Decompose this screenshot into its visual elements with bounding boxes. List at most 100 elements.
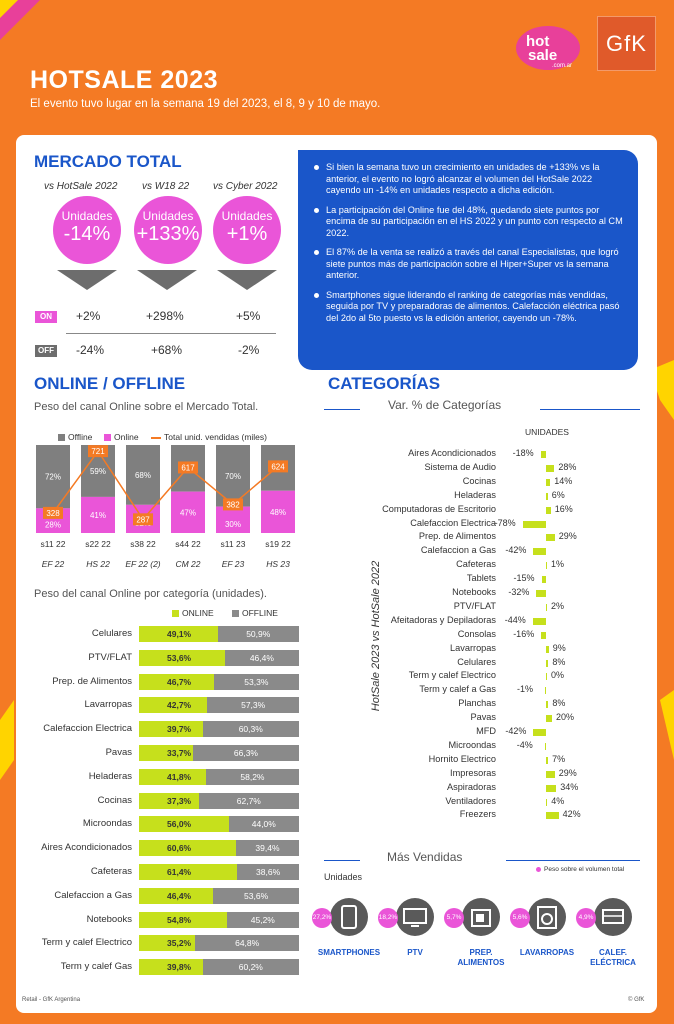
category-name: Sistema de Audio (424, 461, 496, 472)
total-marker (268, 460, 288, 473)
var-bar (540, 451, 546, 458)
legend-swatch-offline (58, 434, 65, 442)
total-label: 617 (181, 463, 195, 472)
var-bar (546, 715, 552, 723)
top-seller-name: PTV (407, 948, 423, 957)
category-row: Term y calef Electrico 35,2% 64,8% (0, 935, 300, 952)
bubble-value: +1% (226, 223, 268, 245)
total-marker (133, 513, 153, 526)
event-tick: CM 22 (175, 559, 200, 569)
legend-swatch-total (151, 436, 161, 439)
var-label: 6% (551, 489, 565, 500)
category-row: Aires Acondicionados 60,6% 39,4% (0, 840, 300, 857)
bar-offline: 44,0% (228, 816, 299, 833)
tv-icon (403, 908, 427, 927)
category-name: Freezers (459, 809, 496, 820)
var-title: Var. % de Categorías (388, 398, 502, 412)
unidades-header: UNIDADES (525, 427, 569, 437)
bubble-unit: Unidades (61, 209, 113, 223)
category-name: Notebooks (452, 587, 496, 597)
x-tick: s19 22 (265, 539, 291, 549)
var-bar (546, 534, 555, 542)
category-name: Pavas (470, 712, 496, 723)
on-value: +5% (236, 309, 261, 323)
category-name: Cocinas (462, 475, 496, 486)
top-seller-name: SMARTPHONES (317, 948, 381, 957)
category-name: Heladeras (88, 770, 132, 782)
top-seller-circle (396, 898, 434, 936)
legend-online-cat-label: ONLINE (182, 608, 214, 618)
bar-offline: 46,4% (224, 649, 299, 666)
var-bar (546, 770, 555, 778)
bar-offline: 64,8% (195, 935, 299, 952)
var-bar (546, 478, 551, 486)
var-label: 28% (558, 461, 577, 472)
total-label: 721 (91, 447, 105, 456)
category-name: Calefaccion a Gas (54, 889, 132, 901)
var-label: 2% (551, 600, 565, 611)
bar-offline: 53,3% (213, 673, 299, 690)
category-row: Notebooks 54,8% 45,2% (0, 911, 300, 928)
var-label: 16% (554, 503, 573, 514)
var-label: 9% (552, 642, 566, 653)
x-tick: s22 22 (85, 539, 111, 549)
var-label: -15% (513, 573, 535, 584)
mercado-col-label: vs Cyber 2022 (213, 181, 278, 192)
summary-bullet: El 87% de la venta se realizó a través d… (314, 247, 624, 282)
bubble-unit: Unidades (221, 209, 273, 223)
category-name: Impresoras (450, 767, 496, 778)
bar-online (81, 496, 115, 533)
var-bar (545, 687, 546, 695)
category-name: Microondas (82, 818, 132, 830)
category-name: Celulares (91, 628, 132, 639)
legend-swatch-offline-cat (232, 610, 239, 618)
category-name: Calefaccion a Gas (420, 545, 496, 556)
page-subtitle: El evento tuvo lugar en la semana 19 del… (30, 98, 381, 110)
label-offline: 59% (90, 467, 106, 476)
bar-offline: 50,9% (217, 626, 299, 642)
var-bar (544, 742, 546, 750)
down-arrow-icon (137, 270, 197, 290)
x-tick: s11 22 (41, 539, 66, 549)
down-arrow-icon (57, 270, 117, 290)
var-label: 8% (552, 656, 566, 667)
var-label: 29% (558, 767, 577, 778)
var-label: -32% (508, 587, 530, 597)
bar-online: 46,7% (139, 673, 214, 690)
event-tick: EF 22 (2) (125, 559, 160, 569)
top-seller-name: PREP. ALIMENTOS (457, 948, 505, 967)
category-name: Prep. de Alimentos (52, 675, 132, 687)
legend-offline-cat: OFFLINE (232, 608, 278, 618)
label-offline: 72% (45, 473, 61, 482)
on-badge: ON (35, 311, 57, 323)
bar-offline: 38,6% (237, 864, 299, 880)
category-row: Prep. de Alimentos 46,7% 53,3% (0, 673, 300, 690)
total-line (52, 449, 279, 521)
title-rule (506, 860, 640, 861)
var-label: -4% (516, 739, 533, 750)
event-tick: HS 22 (86, 559, 110, 569)
title-rule (324, 409, 360, 410)
page-title: HOTSALE 2023 (30, 66, 219, 94)
bar-online: 56,0% (139, 816, 229, 833)
var-bar (546, 603, 547, 611)
share-badge: 18,2% (378, 908, 398, 928)
share-badge: 27,2% (312, 908, 332, 928)
total-label: 287 (136, 515, 150, 524)
bar-online: 54,8% (139, 911, 227, 928)
var-label: -16% (513, 628, 535, 639)
bar-offline (126, 445, 160, 505)
category-name: Consolas (457, 628, 496, 639)
category-name: Hornito Electrico (428, 753, 496, 764)
mercado-col-label: vs HotSale 2022 (44, 181, 118, 192)
category-row: Microondas 56,0% 44,0% (0, 816, 300, 833)
category-name: Term y calef Gas (60, 961, 132, 973)
label-online: 47% (180, 508, 196, 517)
category-row: Heladeras 41,8% 58,2% (0, 768, 300, 785)
heater-icon (602, 909, 624, 924)
top-seller-name: CALEF. ELÉCTRICA (590, 948, 636, 967)
mas-vendidas-legend-label: Peso sobre el volumen total (544, 866, 625, 873)
logo-domain-text: .com.ar (552, 63, 572, 69)
summary-bullet: Si bien la semana tuvo un crecimiento en… (314, 162, 624, 197)
